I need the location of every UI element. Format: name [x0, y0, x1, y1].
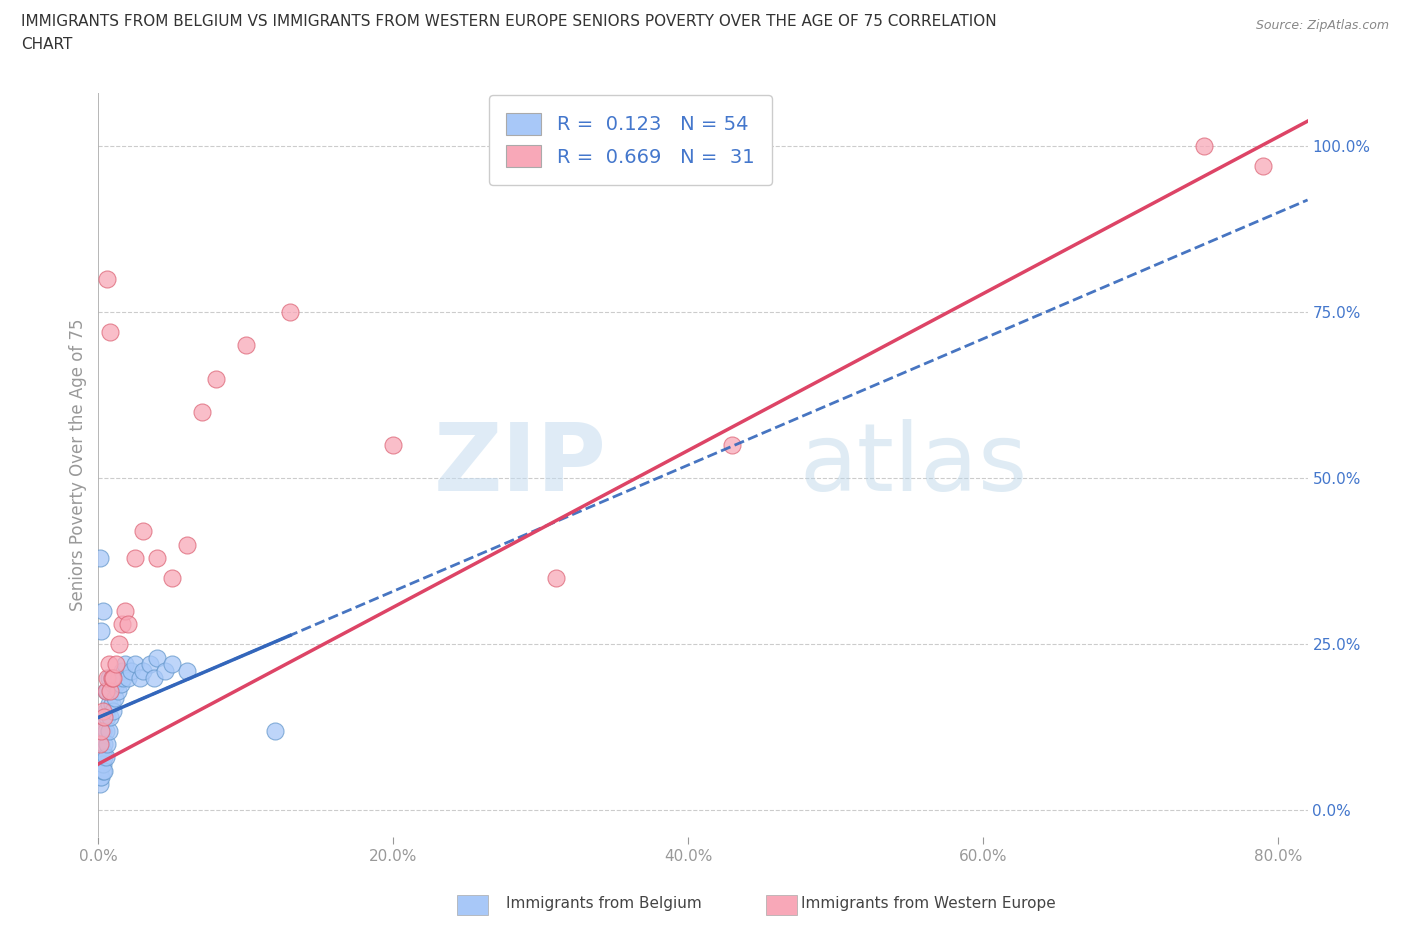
- Point: [139, 657, 162, 671]
- Point: [93, 764, 115, 778]
- Point: [90, 737, 112, 751]
- Point: [97, 671, 120, 685]
- Point: [89, 737, 111, 751]
- Point: [114, 657, 136, 671]
- Text: Immigrants from Western Europe: Immigrants from Western Europe: [801, 897, 1056, 911]
- Point: [93, 710, 115, 724]
- Point: [94, 703, 117, 718]
- Point: [112, 671, 135, 685]
- Point: [97, 657, 120, 671]
- Point: [131, 524, 153, 538]
- Text: CHART: CHART: [21, 37, 73, 52]
- Point: [98, 684, 121, 698]
- Point: [143, 671, 166, 685]
- Point: [96, 671, 118, 685]
- Point: [96, 737, 118, 751]
- Text: Source: ZipAtlas.com: Source: ZipAtlas.com: [1256, 19, 1389, 32]
- Point: [153, 663, 176, 678]
- Point: [382, 438, 405, 453]
- Point: [117, 617, 139, 631]
- Point: [97, 697, 120, 711]
- Point: [91, 743, 114, 758]
- Text: Immigrants from Belgium: Immigrants from Belgium: [506, 897, 702, 911]
- Point: [96, 684, 118, 698]
- Point: [100, 697, 122, 711]
- Point: [128, 671, 150, 685]
- Point: [91, 703, 114, 718]
- Point: [89, 764, 111, 778]
- Point: [90, 756, 112, 771]
- Point: [235, 338, 257, 352]
- Point: [96, 710, 118, 724]
- Point: [101, 671, 124, 685]
- Point: [98, 325, 121, 339]
- Point: [160, 657, 183, 671]
- Point: [146, 650, 169, 665]
- Point: [89, 551, 111, 565]
- Point: [1194, 139, 1216, 153]
- Text: atlas: atlas: [800, 419, 1028, 511]
- Point: [131, 663, 153, 678]
- Point: [104, 690, 127, 705]
- Point: [108, 637, 131, 652]
- Legend: R =  0.123   N = 54, R =  0.669   N =  31: R = 0.123 N = 54, R = 0.669 N = 31: [489, 95, 772, 185]
- Point: [98, 710, 121, 724]
- Point: [93, 750, 115, 764]
- Point: [101, 677, 124, 692]
- Point: [94, 750, 117, 764]
- Point: [205, 371, 228, 386]
- Point: [1253, 159, 1275, 174]
- Point: [176, 663, 198, 678]
- Point: [114, 604, 136, 618]
- Point: [94, 724, 117, 738]
- Y-axis label: Seniors Poverty Over the Age of 75: Seniors Poverty Over the Age of 75: [69, 319, 87, 611]
- Point: [176, 538, 198, 552]
- Point: [124, 551, 146, 565]
- Point: [124, 657, 146, 671]
- Point: [105, 677, 128, 692]
- Point: [91, 756, 114, 771]
- Point: [90, 724, 112, 738]
- Point: [100, 671, 122, 685]
- Point: [160, 570, 183, 585]
- Point: [96, 272, 118, 286]
- Point: [89, 777, 111, 791]
- Text: ZIP: ZIP: [433, 419, 606, 511]
- Point: [98, 684, 121, 698]
- Point: [90, 750, 112, 764]
- Point: [101, 703, 124, 718]
- Point: [264, 724, 287, 738]
- Point: [107, 684, 129, 698]
- Point: [93, 737, 115, 751]
- Point: [97, 724, 120, 738]
- Point: [93, 710, 115, 724]
- Point: [91, 604, 114, 618]
- Point: [91, 764, 114, 778]
- Point: [111, 617, 134, 631]
- Point: [110, 677, 132, 692]
- Point: [190, 405, 212, 419]
- Point: [146, 551, 169, 565]
- Point: [544, 570, 567, 585]
- Point: [108, 671, 131, 685]
- Point: [90, 624, 112, 639]
- Point: [89, 770, 111, 785]
- Point: [94, 684, 117, 698]
- Point: [90, 770, 112, 785]
- Point: [105, 657, 128, 671]
- Point: [120, 663, 142, 678]
- Point: [111, 663, 134, 678]
- Point: [94, 684, 117, 698]
- Point: [100, 671, 122, 685]
- Point: [278, 305, 301, 320]
- Point: [117, 671, 139, 685]
- Point: [91, 724, 114, 738]
- Point: [721, 438, 744, 453]
- Text: IMMIGRANTS FROM BELGIUM VS IMMIGRANTS FROM WESTERN EUROPE SENIORS POVERTY OVER T: IMMIGRANTS FROM BELGIUM VS IMMIGRANTS FR…: [21, 14, 997, 29]
